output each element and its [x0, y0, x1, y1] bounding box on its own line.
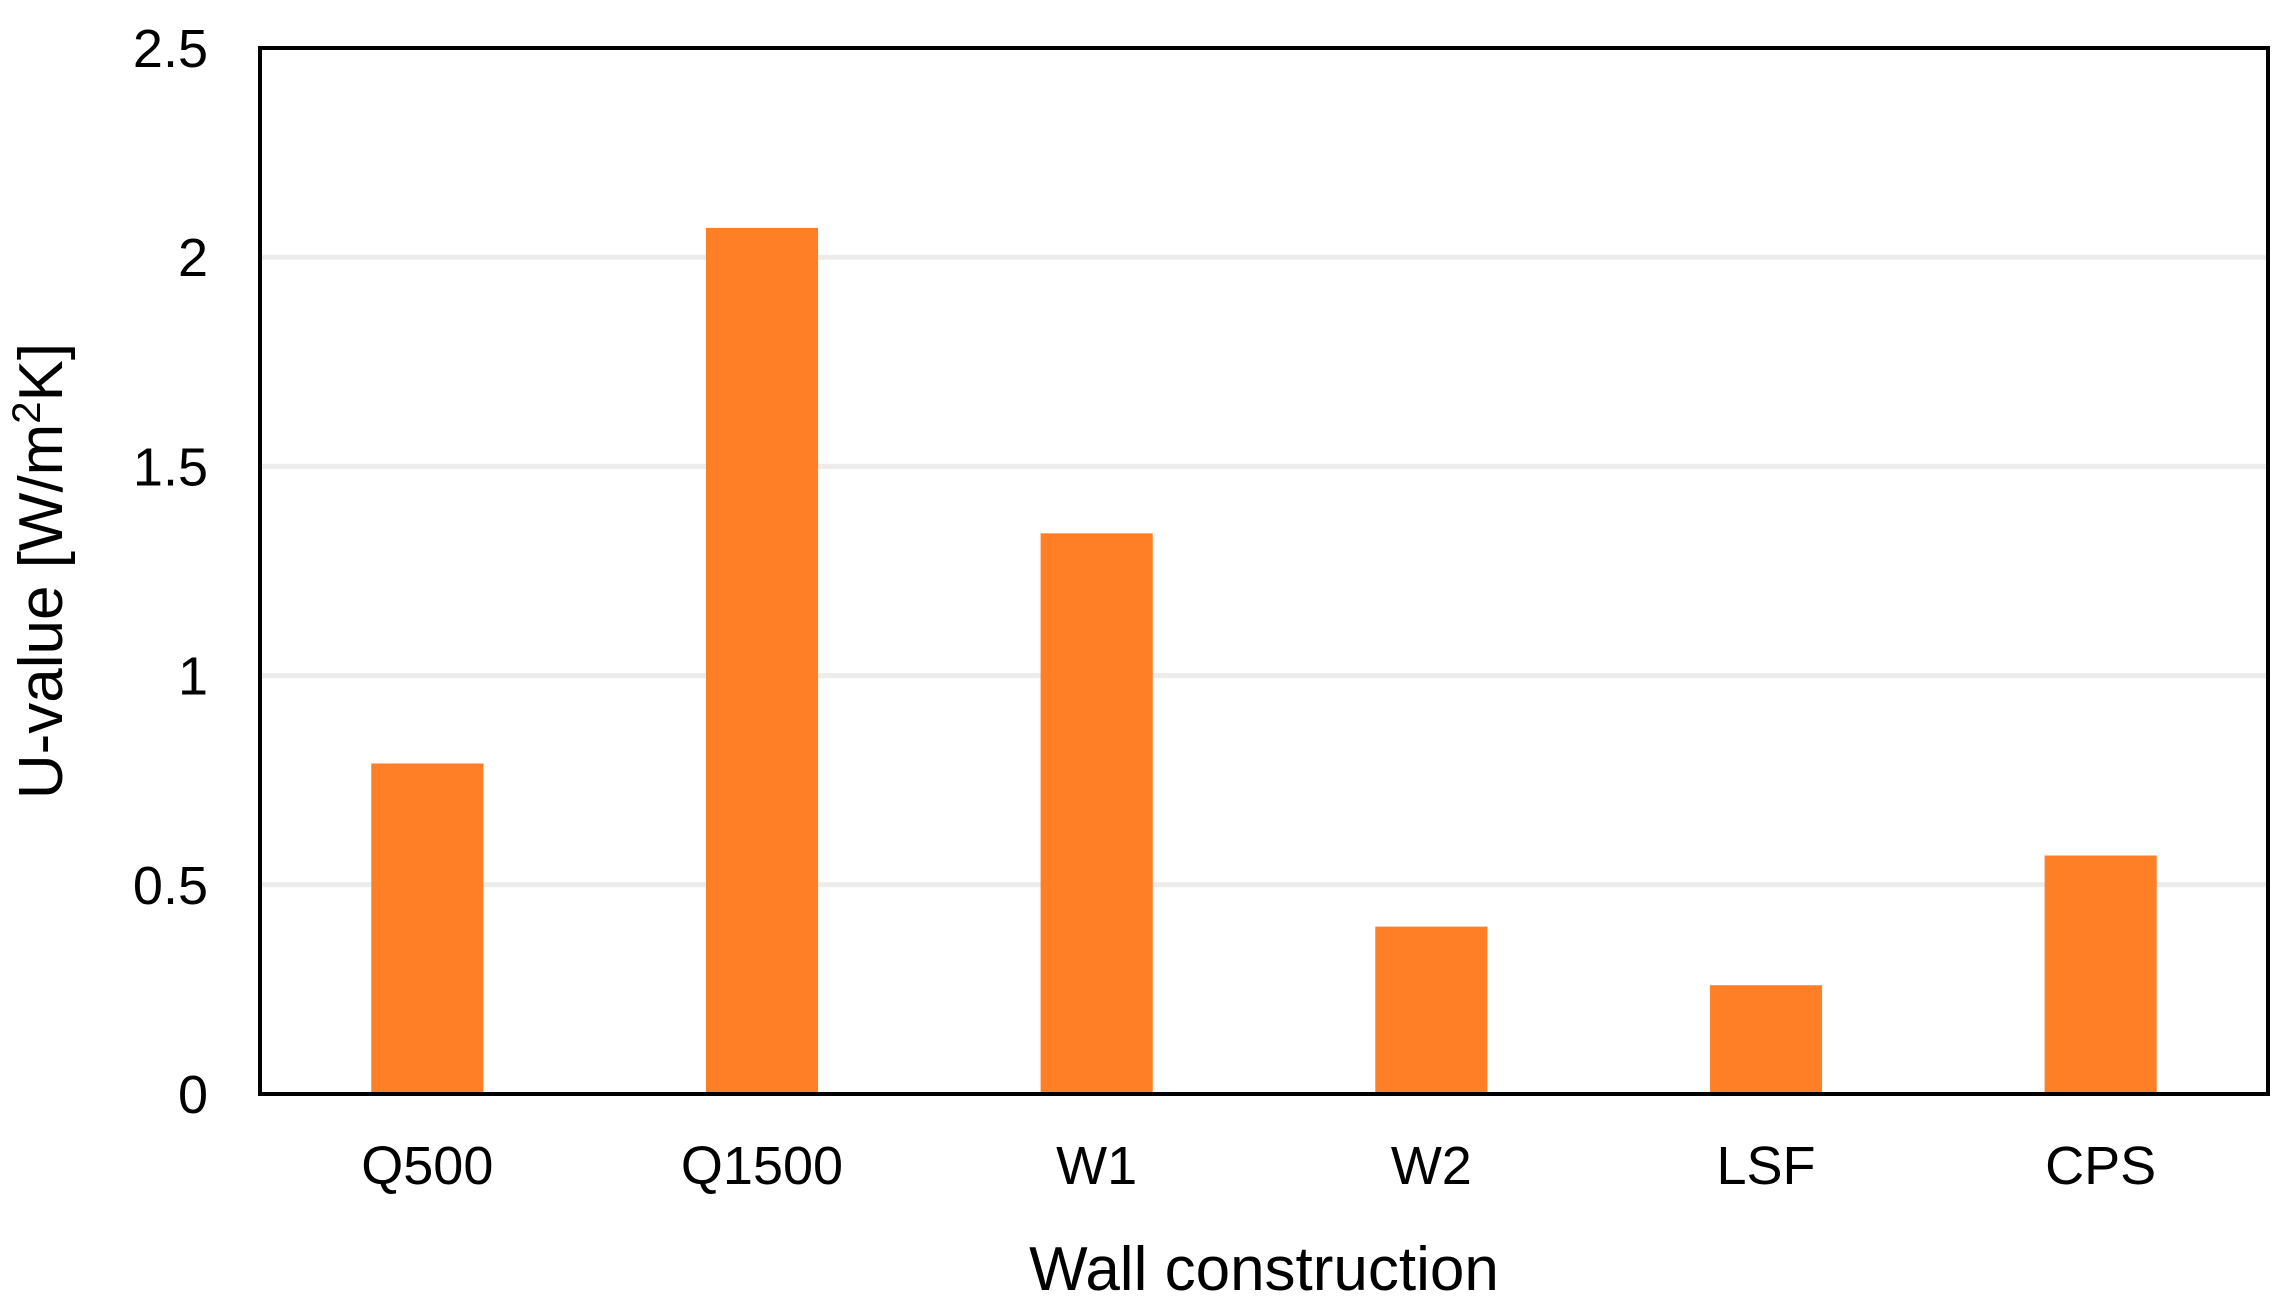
y-tick-label: 1.5	[133, 437, 208, 497]
y-axis-tick-labels: 0 0.5 1 1.5 2 2.5	[133, 19, 208, 1125]
x-tick-label: W2	[1391, 1136, 1472, 1196]
bar-lsf	[1709, 985, 1823, 1094]
bar-w2	[1375, 926, 1488, 1094]
x-tick-label: CPS	[2045, 1136, 2156, 1196]
x-tick-label: Q1500	[681, 1136, 843, 1196]
x-tick-label: W1	[1056, 1136, 1137, 1196]
y-tick-label: 0.5	[133, 856, 208, 916]
plot-area-frame	[258, 46, 2270, 1096]
y-axis-title-tail: K]	[7, 343, 76, 402]
y-tick-label: 2	[178, 228, 208, 288]
x-axis-tick-labels: Q500 Q1500 W1 W2 LSF CPS	[361, 1136, 2156, 1196]
y-axis-title: U-value [W/m2K]	[5, 343, 76, 799]
bar-q1500	[705, 227, 819, 1095]
bar-w1	[1040, 533, 1153, 1094]
y-axis-title-superscript: 2	[5, 401, 49, 423]
bars	[371, 227, 2157, 1095]
y-axis-title-main: U-value [W/m	[7, 424, 76, 799]
gridlines	[260, 254, 2268, 888]
y-tick-label: 2.5	[133, 19, 208, 79]
bar-cps	[2044, 855, 2157, 1094]
x-tick-label: LSF	[1716, 1136, 1815, 1196]
x-tick-label: Q500	[361, 1136, 493, 1196]
y-tick-label: 1	[178, 647, 208, 707]
bar-q500	[371, 763, 484, 1094]
y-tick-label: 0	[178, 1065, 208, 1125]
x-axis-title: Wall construction	[1029, 1235, 1499, 1304]
